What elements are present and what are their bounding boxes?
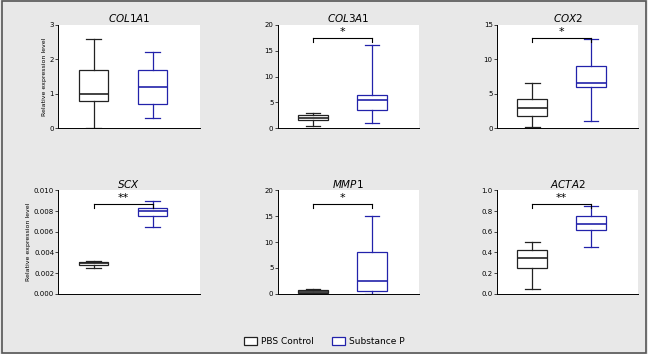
- PathPatch shape: [298, 115, 328, 120]
- PathPatch shape: [518, 250, 547, 268]
- Title: $\mathbf{\mathit{ACTA2}}$: $\mathbf{\mathit{ACTA2}}$: [550, 178, 586, 189]
- PathPatch shape: [138, 70, 167, 104]
- PathPatch shape: [357, 95, 387, 110]
- Text: **: **: [117, 193, 129, 203]
- Title: $\mathbf{\mathit{MMP1}}$: $\mathbf{\mathit{MMP1}}$: [332, 178, 364, 189]
- PathPatch shape: [576, 66, 606, 87]
- Title: $\mathbf{\mathit{COL3A1}}$: $\mathbf{\mathit{COL3A1}}$: [327, 12, 369, 24]
- PathPatch shape: [79, 70, 108, 101]
- PathPatch shape: [576, 216, 606, 230]
- Title: $\mathbf{\mathit{COX2}}$: $\mathbf{\mathit{COX2}}$: [553, 12, 583, 24]
- PathPatch shape: [298, 290, 328, 293]
- Title: $\mathbf{\mathit{COL1A1}}$: $\mathbf{\mathit{COL1A1}}$: [108, 12, 150, 24]
- Y-axis label: Relative expression level: Relative expression level: [26, 203, 31, 281]
- PathPatch shape: [357, 252, 387, 291]
- PathPatch shape: [138, 208, 167, 216]
- Legend: PBS Control, Substance P: PBS Control, Substance P: [240, 333, 408, 349]
- PathPatch shape: [518, 99, 547, 116]
- Text: *: *: [559, 27, 564, 37]
- PathPatch shape: [79, 262, 108, 265]
- Text: *: *: [340, 193, 345, 203]
- Text: **: **: [556, 193, 567, 203]
- Y-axis label: Relative expression level: Relative expression level: [42, 37, 47, 116]
- Text: *: *: [340, 27, 345, 37]
- Title: $\mathbf{\mathit{SCX}}$: $\mathbf{\mathit{SCX}}$: [117, 178, 141, 189]
